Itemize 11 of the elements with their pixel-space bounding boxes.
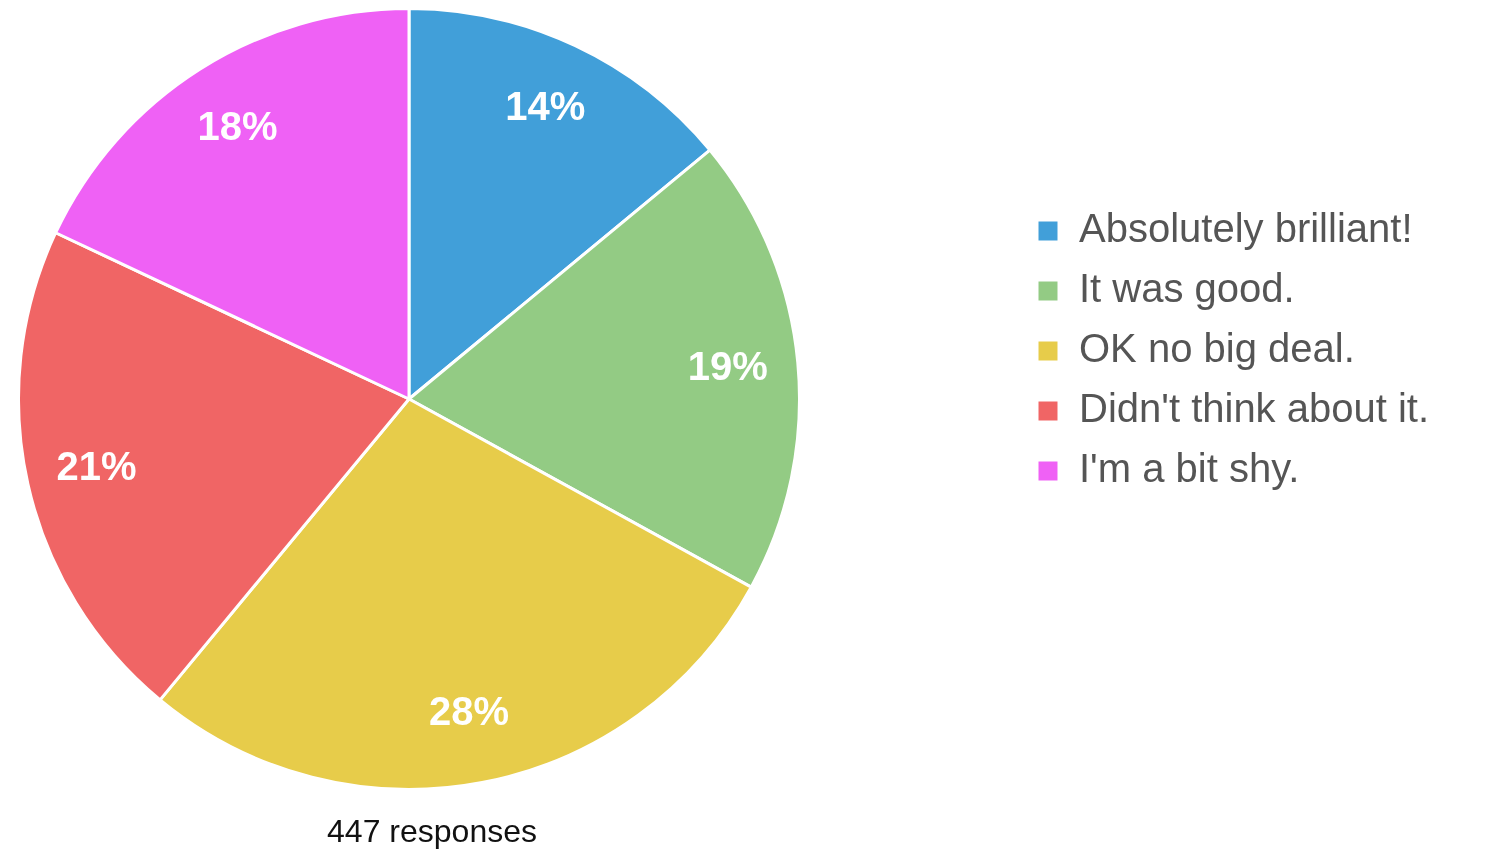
text: 447 responses bbox=[327, 812, 537, 849]
data-label: 21% bbox=[56, 443, 137, 488]
legend-label: Absolutely brilliant! bbox=[1079, 206, 1413, 251]
data-label: 18% bbox=[197, 103, 278, 148]
data-label: 28% bbox=[428, 688, 510, 733]
legend-label: OK no big deal. bbox=[1079, 326, 1355, 371]
legend-label: I'm a bit shy. bbox=[1079, 446, 1300, 491]
data-label: 14% bbox=[505, 84, 586, 129]
legend-label: Didn't think about it. bbox=[1079, 386, 1430, 431]
legend-label: It was good. bbox=[1079, 266, 1295, 311]
data-label: 19% bbox=[687, 343, 768, 388]
